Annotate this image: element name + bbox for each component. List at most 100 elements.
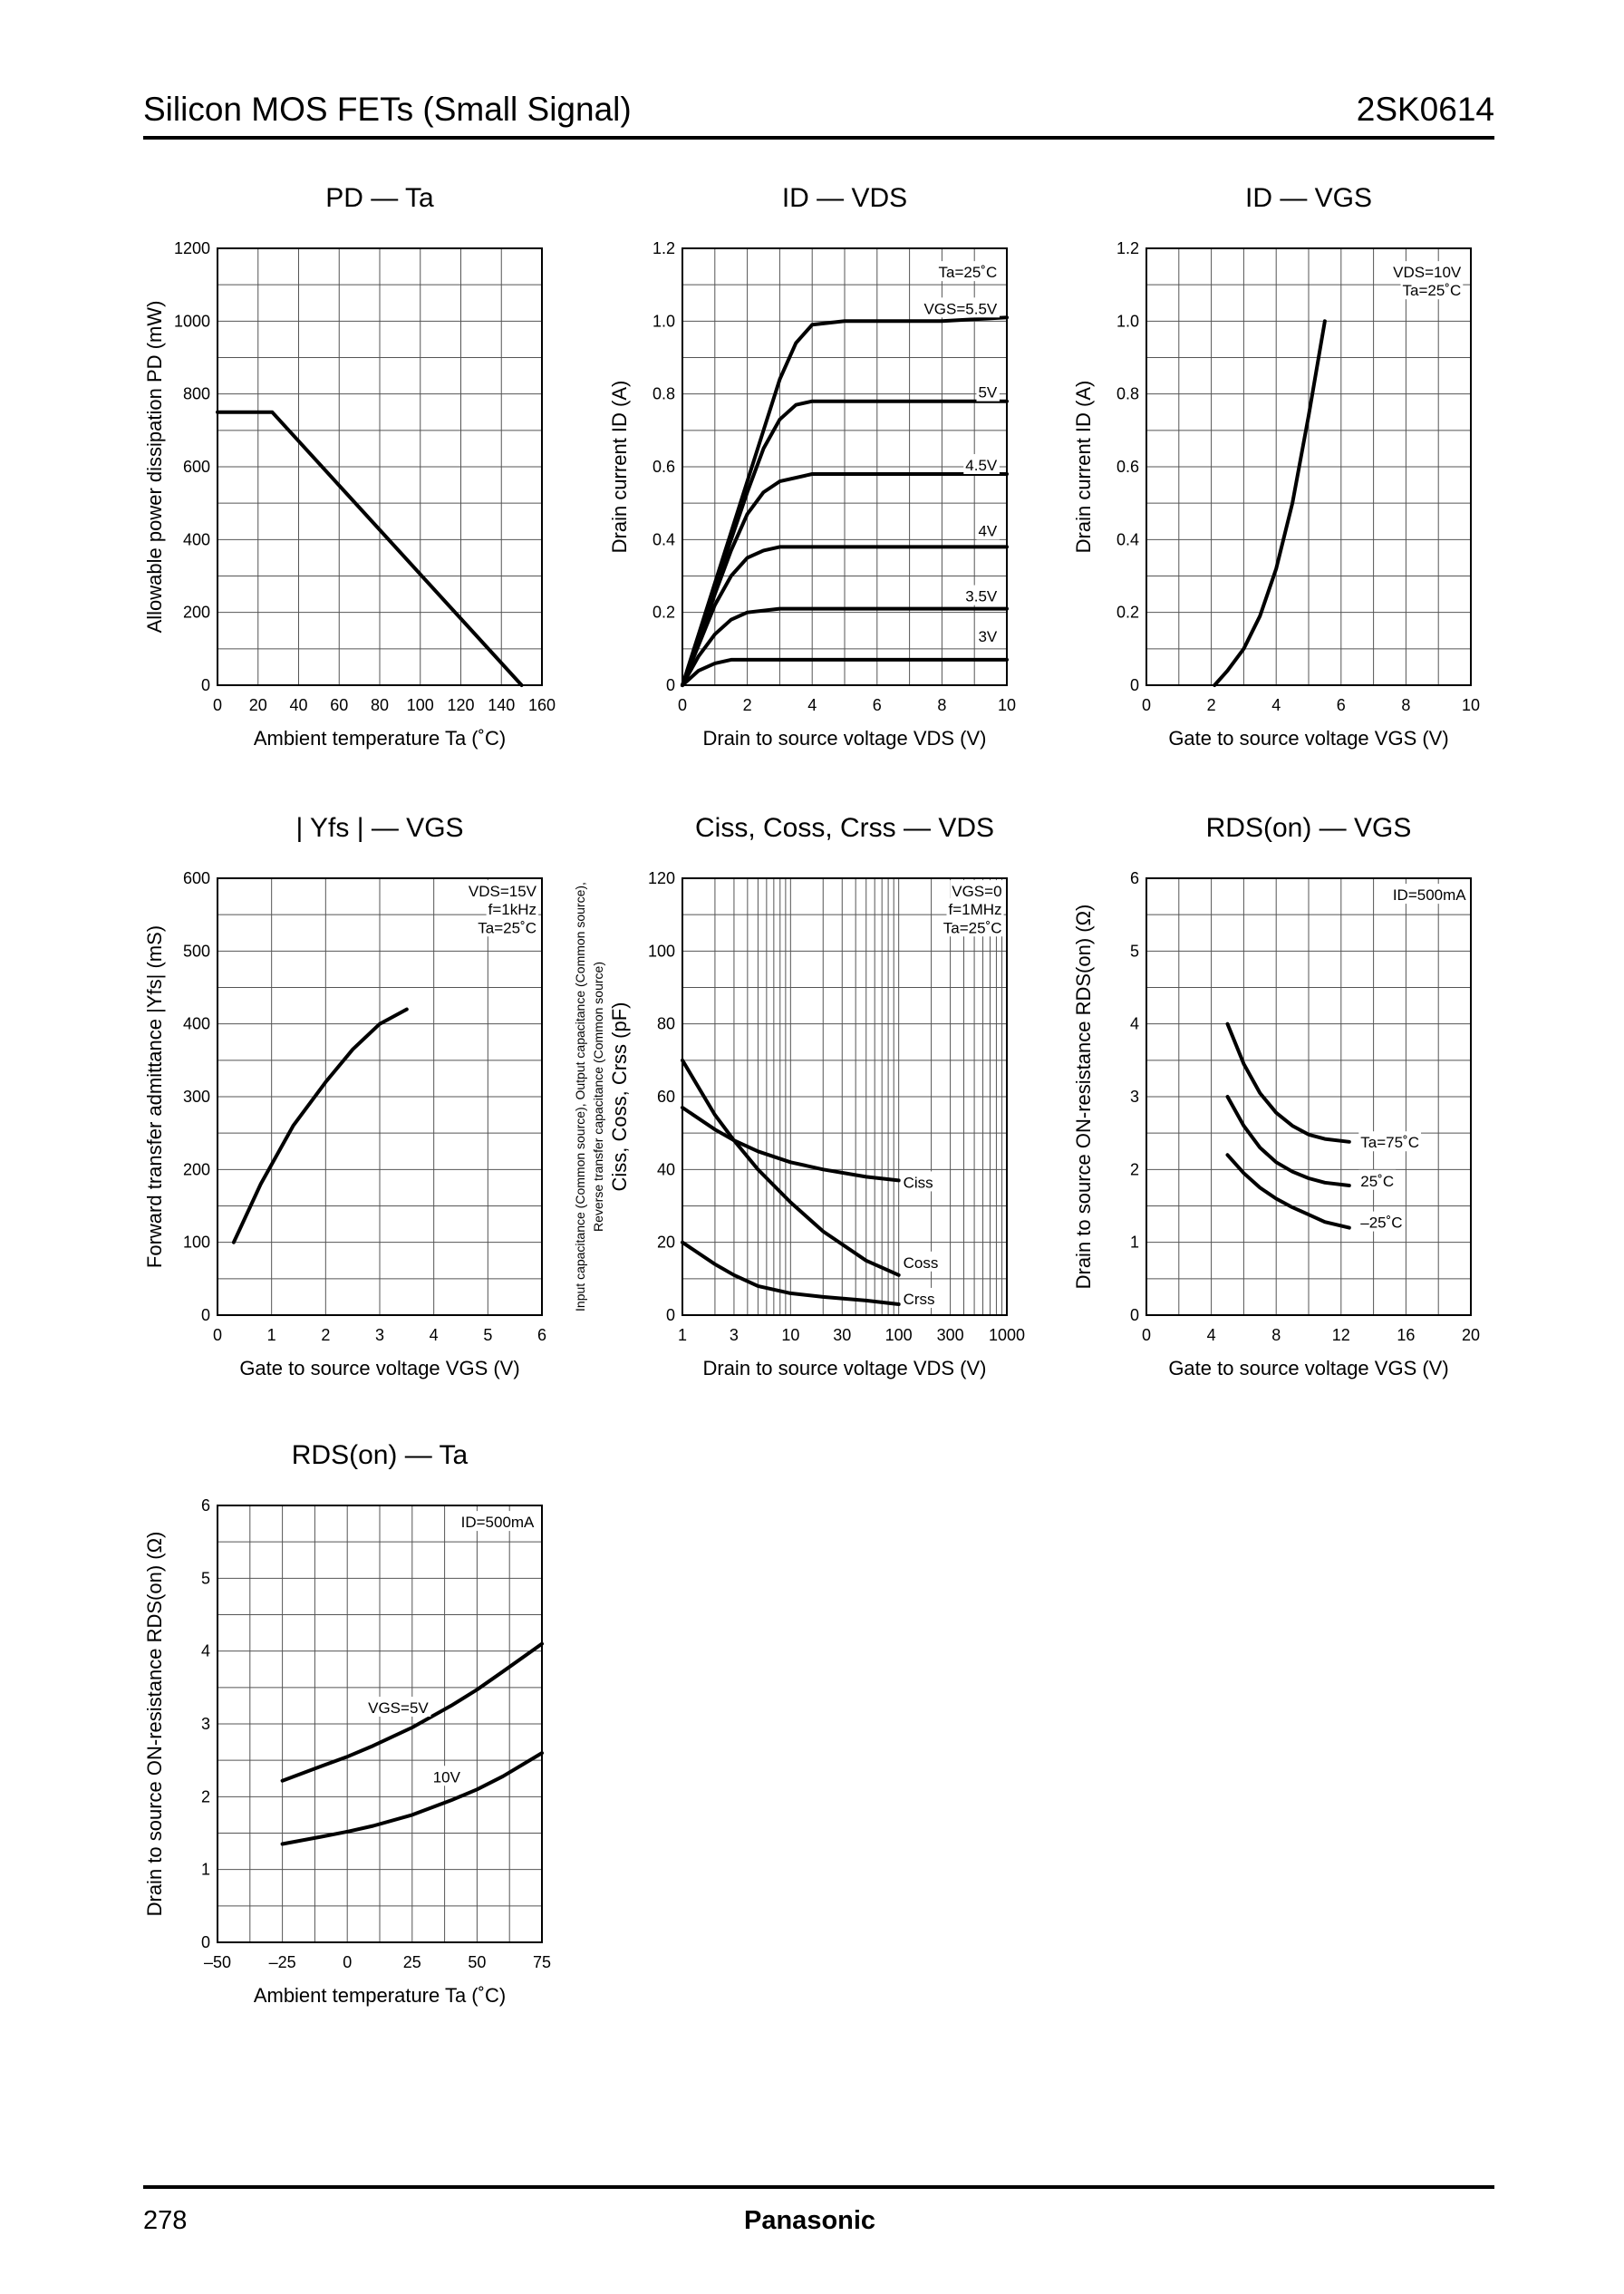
plot-frame	[1146, 877, 1472, 1316]
series-line	[681, 1240, 901, 1306]
chart-title: ID — VGS	[1245, 183, 1372, 213]
annotation-bg	[1358, 1131, 1422, 1152]
x-axis-label: Gate to source voltage VGS (V)	[1168, 727, 1448, 750]
x-tick-label: 4	[1207, 1326, 1216, 1344]
annotation-label: 5V	[978, 384, 997, 402]
series-line	[681, 399, 1009, 687]
grid-lines	[218, 878, 542, 1315]
x-tick-label: –50	[204, 1953, 231, 1971]
x-tick-label: 30	[833, 1326, 851, 1344]
x-tick-label: 2	[321, 1326, 330, 1344]
x-tick-label: 40	[289, 696, 307, 714]
y-tick-label: 0.4	[1116, 530, 1139, 548]
annotation-label: Ta=25˚C	[1403, 282, 1462, 299]
annotation-bg	[1358, 1211, 1405, 1232]
annotation-label: Crss	[904, 1291, 935, 1308]
y-tick-label: 3	[201, 1715, 210, 1733]
y-tick-label: 0	[201, 1306, 210, 1324]
annotation-bg	[963, 585, 1000, 605]
annotation-label: 10V	[433, 1768, 461, 1786]
series-line	[681, 1058, 901, 1277]
y-tick-label: 400	[183, 1015, 210, 1033]
annotation-bg	[430, 1766, 463, 1786]
annotation-label: VDS=15V	[469, 883, 537, 900]
annotation-bg	[1400, 279, 1464, 300]
x-tick-label: 4	[1271, 696, 1281, 714]
annotation-bg	[901, 1171, 935, 1192]
annotation-label: ID=500mA	[1393, 886, 1466, 904]
x-tick-label: 3	[375, 1326, 384, 1344]
x-tick-label: 10	[1462, 696, 1480, 714]
y-tick-label: 20	[657, 1234, 675, 1252]
y-tick-label: 500	[183, 942, 210, 960]
y-tick-label: 0	[666, 1306, 675, 1324]
y-tick-label: 120	[648, 869, 675, 887]
y-tick-label: 1200	[174, 239, 210, 257]
y-tick-label: 0.2	[652, 604, 675, 622]
chart-rds_ta: RDS(on) — Ta –50 –25 0 25 50 75 0 1 2 3 4 5 6 Ambient …	[143, 1440, 551, 2007]
x-tick-label: 80	[371, 696, 389, 714]
plot-frame	[1146, 247, 1472, 686]
x-tick-label: 100	[885, 1326, 913, 1344]
x-tick-label: 75	[533, 1953, 551, 1971]
chart-title: PD — Ta	[325, 183, 434, 213]
y-tick-label: 0	[1130, 1306, 1139, 1324]
y-axis-note: Reverse transfer capacitance (Common sou…	[591, 962, 605, 1232]
annotation-label: –25˚C	[1360, 1215, 1402, 1232]
series-line	[1213, 319, 1327, 687]
brand-logo: Panasonic	[744, 2206, 876, 2235]
annotation-bg	[1390, 884, 1469, 905]
annotation-bg	[366, 1696, 431, 1717]
annotation-label: Ta=25˚C	[939, 264, 998, 281]
x-tick-label: 8	[1401, 696, 1410, 714]
y-axis-label: Forward transfer admittance |Yfs| (mS)	[143, 925, 166, 1268]
y-tick-label: 3	[1130, 1088, 1139, 1106]
y-tick-label: 2	[201, 1787, 210, 1805]
x-tick-label: 0	[343, 1953, 352, 1971]
plot-frame	[682, 247, 1008, 686]
x-tick-label: 140	[488, 696, 515, 714]
x-tick-label: 20	[1462, 1326, 1480, 1344]
chart-title: Ciss, Coss, Crss — VDS	[695, 813, 994, 843]
y-axis-label: Ciss, Coss, Crss (pF)	[608, 1002, 631, 1192]
annotation-label: 25˚C	[1360, 1173, 1394, 1190]
x-tick-label: 3	[730, 1326, 739, 1344]
y-tick-label: 60	[657, 1088, 675, 1106]
x-tick-label: 6	[537, 1326, 546, 1344]
y-axis-label: Allowable power dissipation PD (mW)	[143, 301, 166, 634]
y-tick-label: 1	[201, 1861, 210, 1879]
annotation-label: VGS=5V	[368, 1699, 429, 1717]
y-tick-label: 40	[657, 1160, 675, 1178]
annotation-bg	[459, 1511, 537, 1532]
x-tick-label: –25	[269, 1953, 296, 1971]
y-tick-label: 6	[201, 1496, 210, 1515]
y-tick-label: 0	[666, 676, 675, 694]
chart-title: RDS(on) — Ta	[292, 1440, 469, 1470]
series-line	[681, 472, 1009, 687]
y-tick-label: 0.4	[652, 530, 675, 548]
y-axis-label: Drain current ID (A)	[1072, 381, 1095, 554]
annotation-label: Ciss	[904, 1174, 933, 1191]
grid-lines	[218, 1505, 542, 1942]
x-tick-label: 16	[1397, 1326, 1415, 1344]
y-tick-label: 6	[1130, 869, 1139, 887]
series-line	[280, 1641, 544, 1783]
footer-rule	[143, 2185, 1494, 2189]
x-axis-label: Ambient temperature Ta (˚C)	[254, 1984, 506, 2007]
y-tick-label: 1.2	[652, 239, 675, 257]
series-line	[681, 1106, 901, 1183]
y-tick-label: 600	[183, 458, 210, 476]
plot-frame	[217, 247, 543, 686]
x-tick-label: 6	[1337, 696, 1346, 714]
y-tick-label: 0	[201, 1933, 210, 1951]
annotation-bg	[976, 381, 1000, 402]
y-axis-label: Drain to source ON-resistance RDS(on) (Ω…	[143, 1532, 166, 1917]
x-tick-label: 1000	[989, 1326, 1025, 1344]
y-tick-label: 100	[183, 1234, 210, 1252]
x-tick-label: 1	[267, 1326, 276, 1344]
plot-frame	[682, 877, 1008, 1316]
y-tick-label: 300	[183, 1088, 210, 1106]
series-line	[231, 1007, 409, 1244]
